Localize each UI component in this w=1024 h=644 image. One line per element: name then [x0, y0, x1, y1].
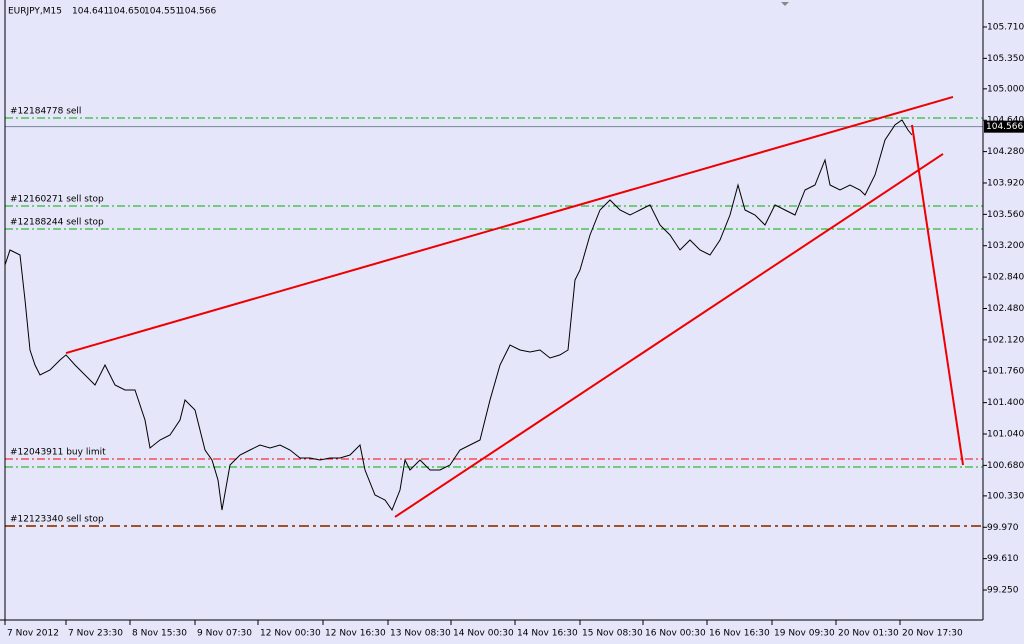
y-tick-label: 104.280 [987, 147, 1024, 157]
x-tick-label: 7 Nov 2012 [7, 629, 59, 639]
y-tick-label: 102.840 [987, 273, 1024, 283]
x-tick-label: 20 Nov 01:30 [838, 629, 899, 639]
y-tick-label: 100.680 [987, 461, 1024, 471]
x-tick-label: 12 Nov 00:30 [260, 629, 321, 639]
x-tick-label: 19 Nov 09:30 [774, 629, 835, 639]
x-tick-label: 9 Nov 07:30 [197, 629, 252, 639]
x-tick-label: 15 Nov 08:30 [582, 629, 643, 639]
x-tick-label: 14 Nov 16:30 [517, 629, 578, 639]
y-tick-label: 99.250 [987, 586, 1019, 596]
x-tick-label: 12 Nov 16:30 [325, 629, 386, 639]
open: 104.641 [72, 7, 109, 17]
order-label: #12160271 sell stop [10, 194, 104, 204]
x-tick-label: 7 Nov 23:30 [68, 629, 123, 639]
price-line [4, 119, 913, 512]
order-label: #12188244 sell stop [10, 218, 104, 228]
symbol: EURJPY,M15 [8, 7, 62, 17]
order-label: #12123340 sell stop [10, 515, 104, 525]
scroll-marker [781, 2, 789, 6]
price-tag-label: 104.566 [986, 122, 1023, 132]
y-tick-label: 101.400 [987, 398, 1024, 408]
low: 104.551 [144, 7, 181, 17]
x-tick-label: 16 Nov 00:30 [645, 629, 706, 639]
trendline [65, 95, 954, 354]
y-tick-label: 105.350 [987, 54, 1024, 64]
x-tick-label: 20 Nov 17:30 [902, 629, 963, 639]
close: 104.566 [179, 7, 216, 17]
x-tick-label: 13 Nov 08:30 [390, 629, 451, 639]
y-tick-label: 101.760 [987, 367, 1024, 377]
y-tick-label: 105.710 [987, 22, 1024, 32]
high: 104.650 [108, 7, 145, 17]
y-tick-label: 105.000 [987, 84, 1024, 94]
y-tick-label: 99.970 [987, 523, 1019, 533]
x-tick-label: 14 Nov 00:30 [453, 629, 514, 639]
y-tick-label: 101.040 [987, 430, 1024, 440]
price-tag [984, 120, 1024, 133]
y-tick-label: 100.330 [987, 491, 1024, 501]
order-label: #12043911 buy limit [10, 448, 106, 458]
order-label: #12184778 sell [10, 106, 81, 116]
y-tick-label: 103.560 [987, 210, 1024, 220]
y-tick-label: 103.920 [987, 178, 1024, 188]
y-tick-label: 102.120 [987, 335, 1024, 345]
x-tick-label: 16 Nov 16:30 [709, 629, 770, 639]
y-tick-label: 99.610 [987, 554, 1019, 564]
x-tick-label: 8 Nov 15:30 [132, 629, 187, 639]
trendline [394, 153, 944, 518]
y-tick-label: 102.480 [987, 304, 1024, 314]
trendline [911, 124, 964, 466]
y-tick-label: 103.200 [987, 241, 1024, 251]
